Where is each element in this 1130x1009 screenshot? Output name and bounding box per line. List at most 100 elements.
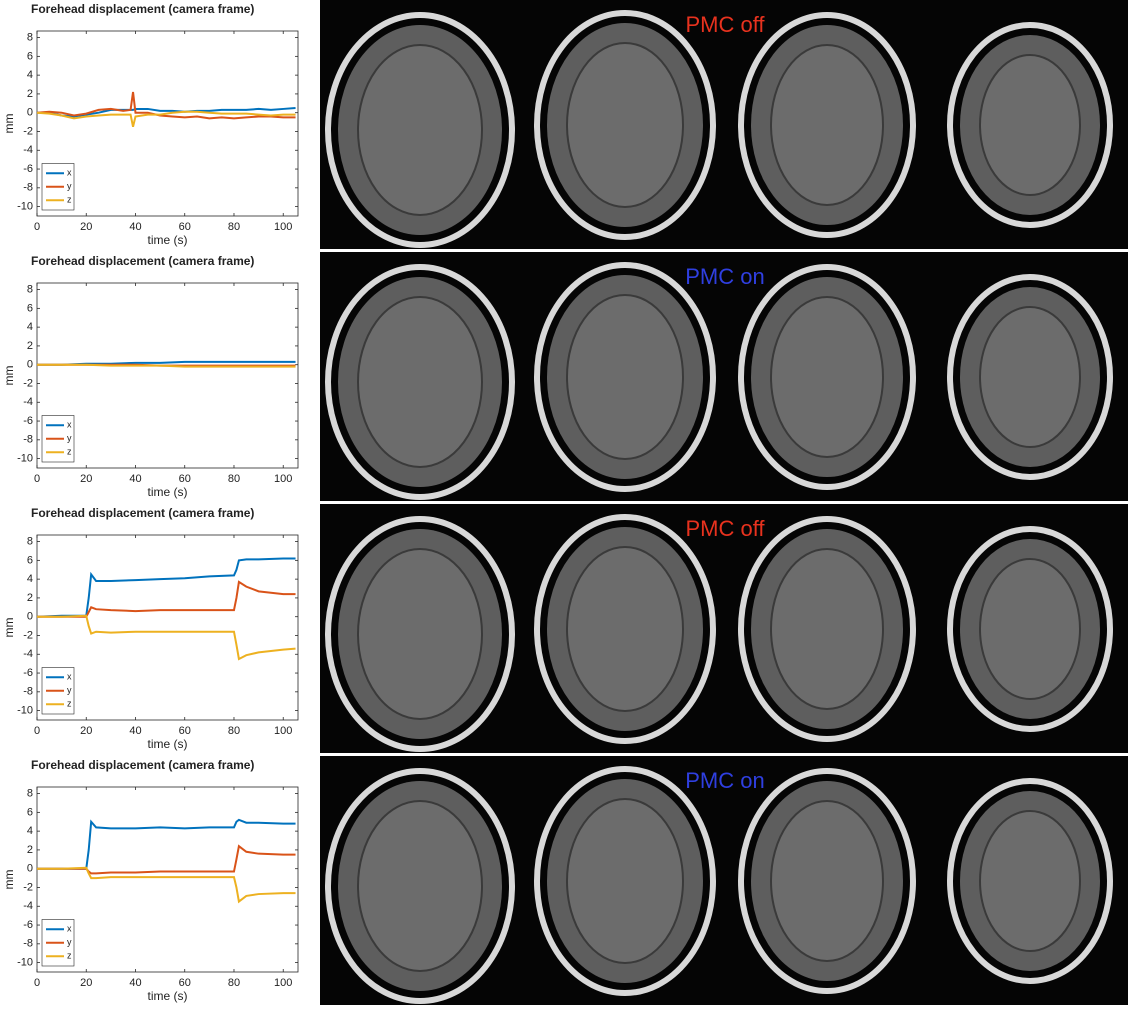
y-tick-label: 8 [27,787,33,799]
skull [738,768,916,994]
brain-detail [770,548,884,710]
y-tick-label: 4 [27,321,33,333]
brain-detail [566,798,684,964]
y-tick-label: -8 [23,434,33,446]
x-tick-label: 0 [34,977,40,989]
series-line [37,363,296,368]
mri-row: PMC on [320,252,1128,501]
y-tick-label: -6 [23,163,33,175]
y-tick-label: -8 [23,686,33,698]
x-tick-label: 40 [129,221,141,233]
chart: Forehead displacement (camera frame) -10 -… [2,506,299,751]
x-tick-label: 80 [228,473,240,485]
x-tick-label: 60 [179,977,191,989]
x-tick-label: 0 [34,221,40,233]
mri-row: PMC on [320,756,1128,1005]
y-tick-label: -4 [23,900,33,912]
chart-title: Forehead displacement (camera frame) [31,758,254,772]
y-tick-label: 2 [27,340,33,352]
legend-label: x [67,168,72,178]
chart-title: Forehead displacement (camera frame) [31,254,254,268]
y-tick-label: 4 [27,573,33,585]
brain-detail [979,306,1081,448]
skull [325,12,515,248]
brain-detail [357,548,483,720]
y-axis-label: mm [2,114,16,134]
x-tick-label: 60 [179,221,191,233]
x-tick-label: 40 [129,725,141,737]
skull [738,12,916,238]
chart: Forehead displacement (camera frame) -10 -… [2,758,299,1003]
y-tick-label: -6 [23,667,33,679]
chart-title: Forehead displacement (camera frame) [31,2,254,16]
legend-label: z [67,951,72,961]
skull [325,768,515,1004]
skull [947,778,1113,984]
skull [325,264,515,500]
y-tick-label: 6 [27,554,33,566]
series-line [36,557,296,618]
x-axis-label: time (s) [148,485,188,499]
skull [325,516,515,752]
x-axis-label: time (s) [148,737,188,751]
y-tick-label: -2 [23,881,33,893]
x-tick-label: 40 [129,977,141,989]
skull [534,514,716,744]
brain-detail [979,54,1081,196]
y-tick-label: 0 [27,611,33,623]
y-tick-label: 2 [27,844,33,856]
skull [534,766,716,996]
x-tick-label: 20 [80,473,92,485]
x-tick-label: 20 [80,725,92,737]
legend-label: y [67,433,72,443]
skull [947,274,1113,480]
brain-detail [357,44,483,216]
chart: Forehead displacement (camera frame) -10 -… [2,254,299,499]
y-tick-label: 6 [27,302,33,314]
series-line [37,818,296,870]
series-line [36,110,296,128]
y-tick-label: 6 [27,50,33,62]
series-line [37,614,296,661]
legend-label: z [67,195,72,205]
brain-detail [566,42,684,208]
y-tick-label: -10 [17,957,33,969]
plot-area [36,534,299,721]
skull [947,526,1113,732]
y-axis-label: mm [2,366,16,386]
brain-detail [979,810,1081,952]
y-tick-label: 0 [27,107,33,119]
brain-detail [770,44,884,206]
mri-row: PMC off [320,504,1128,753]
brain-detail [770,296,884,458]
panel-label: PMC on [685,264,764,289]
brain-detail [357,800,483,972]
y-tick-label: 2 [27,88,33,100]
mri-row: PMC off [320,0,1128,249]
skull [534,10,716,240]
y-tick-label: -2 [23,125,33,137]
skull [738,264,916,490]
x-tick-label: 80 [228,725,240,737]
y-tick-label: -4 [23,648,33,660]
y-tick-label: 6 [27,806,33,818]
y-tick-label: -10 [17,705,33,717]
y-tick-label: 4 [27,69,33,81]
brain-detail [566,294,684,460]
y-tick-label: -8 [23,938,33,950]
x-tick-label: 100 [274,977,292,989]
y-tick-label: -4 [23,144,33,156]
y-tick-label: 0 [27,863,33,875]
x-tick-label: 20 [80,977,92,989]
y-axis-label: mm [2,870,16,890]
y-tick-label: 4 [27,825,33,837]
legend-label: x [67,420,72,430]
plot-area [36,282,299,469]
panel-label: PMC on [685,768,764,793]
x-tick-label: 100 [274,473,292,485]
y-tick-label: -4 [23,396,33,408]
y-tick-label: -6 [23,919,33,931]
legend-label: x [67,924,72,934]
x-axis-label: time (s) [148,989,188,1003]
